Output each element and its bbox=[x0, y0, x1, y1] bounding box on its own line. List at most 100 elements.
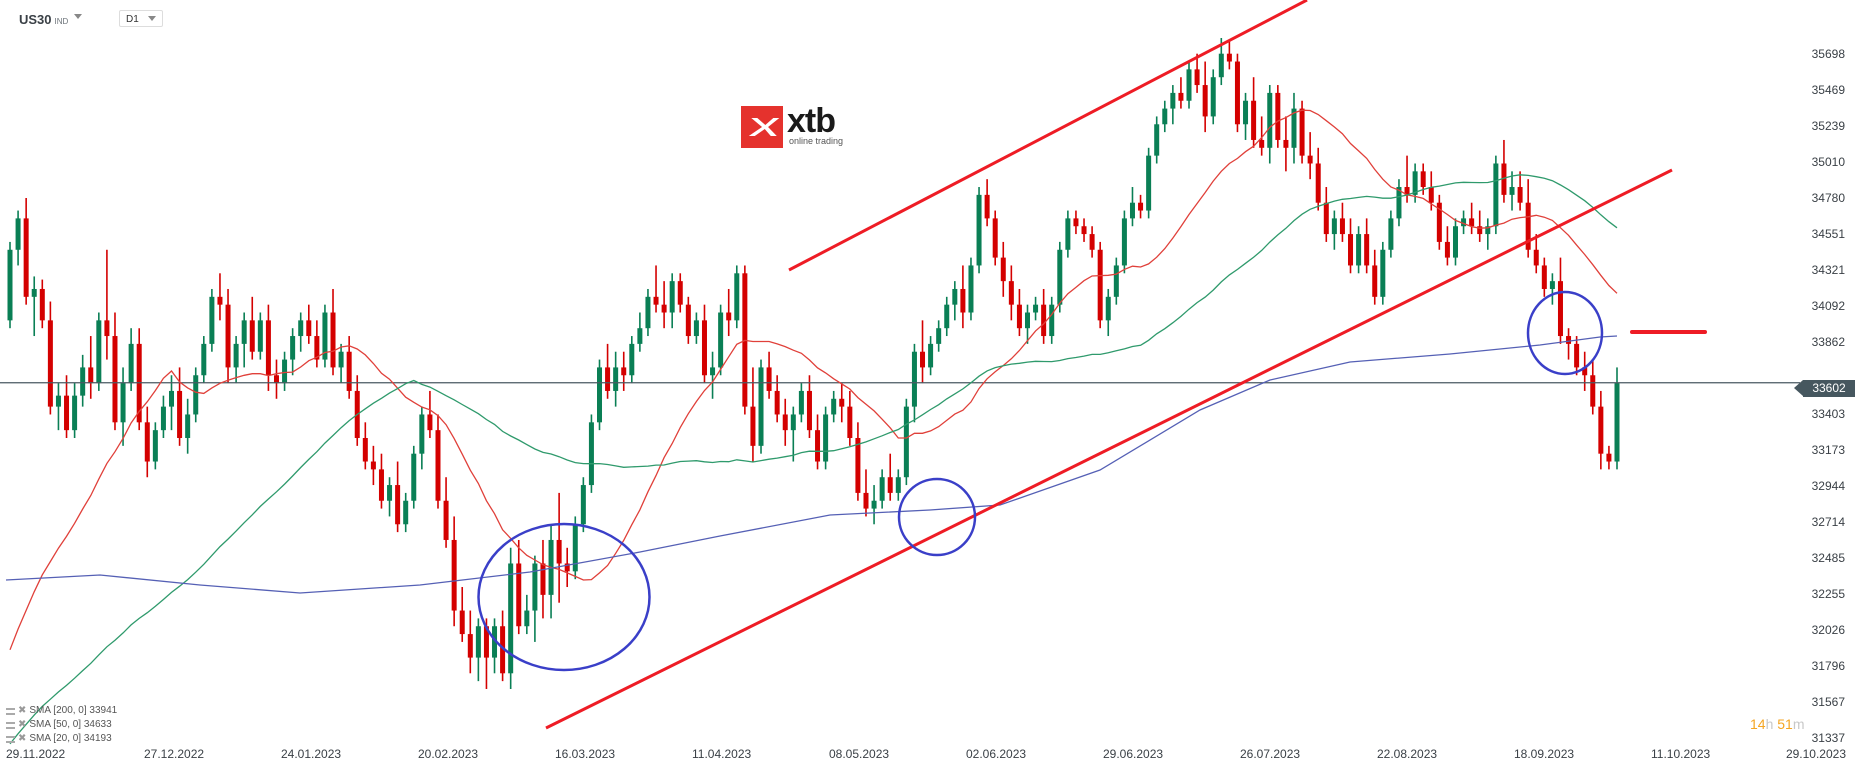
candle-body bbox=[419, 414, 425, 454]
chevron-down-icon bbox=[148, 16, 156, 21]
candle-body bbox=[47, 320, 53, 407]
candle-body bbox=[1566, 336, 1572, 344]
candle-body bbox=[64, 395, 70, 431]
candle-body bbox=[823, 414, 829, 462]
candle-body bbox=[1614, 383, 1620, 462]
price-tick-label: 35698 bbox=[1811, 47, 1845, 61]
candle-body bbox=[298, 320, 304, 337]
candle-body bbox=[952, 288, 958, 305]
settings-icon[interactable] bbox=[6, 735, 15, 743]
candle-body bbox=[645, 296, 651, 329]
candle-body bbox=[1033, 304, 1039, 313]
candle-body bbox=[395, 485, 401, 525]
candle-body bbox=[1323, 202, 1329, 235]
candle-body bbox=[1372, 265, 1378, 297]
candle-body bbox=[831, 398, 837, 415]
candle-body bbox=[459, 610, 465, 635]
candle-body bbox=[1097, 249, 1103, 321]
legend-item-sma200: ✖ SMA [200, 0] 33941 bbox=[6, 704, 117, 718]
price-tick-label: 33403 bbox=[1811, 407, 1845, 421]
candle-body bbox=[1057, 249, 1063, 305]
candle-body bbox=[1461, 218, 1467, 227]
candle-body bbox=[766, 367, 772, 391]
close-icon[interactable]: ✖ bbox=[18, 719, 27, 730]
candle-body bbox=[701, 320, 707, 376]
candle-body bbox=[500, 626, 506, 674]
current-price-tag: 33602 bbox=[1794, 380, 1855, 397]
logo-wordmark: xtb bbox=[787, 102, 836, 140]
candle-body bbox=[1291, 108, 1297, 148]
candle-body bbox=[1469, 218, 1475, 227]
price-tick-label: 33862 bbox=[1811, 335, 1845, 349]
candle-body bbox=[483, 626, 489, 658]
date-tick-label: 29.11.2022 bbox=[6, 747, 66, 761]
candle-body bbox=[895, 477, 901, 493]
candle-body bbox=[1299, 108, 1305, 156]
candle-body bbox=[516, 563, 522, 627]
candle-body bbox=[7, 249, 13, 321]
symbol-dropdown-caret-icon[interactable] bbox=[74, 14, 82, 19]
candle-body bbox=[1606, 453, 1612, 462]
symbol-type: IND bbox=[54, 17, 69, 26]
timeframe-select[interactable]: D1 bbox=[119, 10, 163, 27]
price-tick-label: 31567 bbox=[1811, 695, 1845, 709]
candle-body bbox=[798, 390, 804, 415]
candle-body bbox=[233, 343, 239, 368]
candle-body bbox=[936, 328, 942, 344]
candle-body bbox=[152, 430, 158, 462]
date-tick-label: 16.03.2023 bbox=[555, 747, 616, 761]
candle-body bbox=[282, 359, 288, 384]
sma50-line bbox=[9, 174, 1618, 745]
close-icon[interactable]: ✖ bbox=[18, 733, 27, 744]
date-tick-label: 02.06.2023 bbox=[966, 747, 1027, 761]
candle-body bbox=[774, 390, 780, 415]
price-tick-label: 32255 bbox=[1811, 587, 1845, 602]
sma20-line bbox=[9, 109, 1618, 651]
candle-body bbox=[1146, 155, 1152, 211]
candle-body bbox=[1121, 218, 1127, 266]
candle-body bbox=[613, 367, 619, 391]
candle-body bbox=[710, 367, 716, 376]
candle-body bbox=[31, 288, 37, 297]
candle-body bbox=[1412, 171, 1418, 195]
candle-body bbox=[185, 414, 191, 438]
candle-body bbox=[871, 500, 877, 509]
candle-body bbox=[564, 563, 570, 572]
candle-body bbox=[839, 398, 845, 407]
candle-body bbox=[314, 336, 320, 360]
channel-lower-trendline bbox=[545, 168, 1673, 730]
candle-body bbox=[1154, 124, 1160, 156]
close-icon[interactable]: ✖ bbox=[18, 705, 27, 716]
candle-body bbox=[556, 539, 562, 564]
price-tick-label: 35469 bbox=[1811, 82, 1845, 97]
candle-body bbox=[257, 320, 263, 352]
candle-body bbox=[1452, 226, 1458, 258]
candle-body bbox=[160, 406, 166, 431]
candle-body bbox=[1485, 226, 1491, 235]
candle-body bbox=[661, 304, 667, 313]
candle-body bbox=[1251, 100, 1257, 140]
candle-body bbox=[944, 304, 950, 329]
candle-body bbox=[411, 453, 417, 501]
settings-icon[interactable] bbox=[6, 721, 15, 729]
settings-icon[interactable] bbox=[6, 707, 15, 715]
candle-body bbox=[693, 320, 699, 337]
candle-body bbox=[72, 395, 78, 431]
candle-body bbox=[1364, 234, 1370, 266]
candle-body bbox=[467, 634, 473, 658]
candle-body bbox=[249, 320, 255, 352]
candle-body bbox=[1444, 241, 1450, 258]
candle-body bbox=[782, 414, 788, 431]
candle-body bbox=[758, 367, 764, 446]
symbol-selector[interactable]: US30 IND bbox=[19, 12, 68, 27]
candle-body bbox=[80, 367, 86, 396]
price-tick-label: 32026 bbox=[1811, 623, 1845, 637]
candle-body bbox=[217, 296, 223, 305]
candle-body bbox=[1339, 218, 1345, 235]
candle-body bbox=[435, 430, 441, 501]
candle-body bbox=[524, 610, 530, 627]
candle-body bbox=[669, 281, 675, 313]
date-tick-label: 20.02.2023 bbox=[418, 747, 479, 761]
price-tick-label: 31796 bbox=[1811, 659, 1845, 674]
